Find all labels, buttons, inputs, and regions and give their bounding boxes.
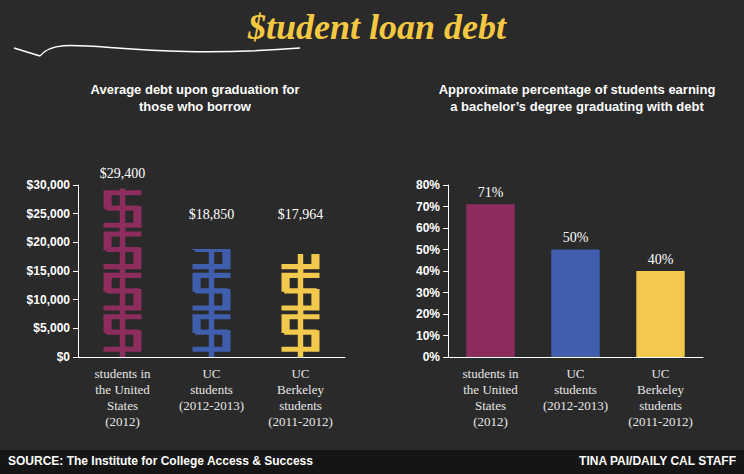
svg-text:$20,000: $20,000 bbox=[27, 235, 71, 249]
svg-text:Berkeley: Berkeley bbox=[637, 382, 684, 397]
svg-text:50%: 50% bbox=[416, 243, 440, 257]
svg-text:TINA PAI/DAILY CAL STAFF: TINA PAI/DAILY CAL STAFF bbox=[579, 454, 736, 468]
svg-text:States: States bbox=[475, 398, 506, 413]
svg-text:$17,964: $17,964 bbox=[278, 207, 324, 222]
svg-text:Berkeley: Berkeley bbox=[277, 382, 324, 397]
svg-text:71%: 71% bbox=[478, 185, 504, 200]
svg-text:students: students bbox=[639, 398, 682, 413]
svg-text:$25,000: $25,000 bbox=[27, 207, 71, 221]
svg-text:States: States bbox=[107, 398, 138, 413]
svg-text:(2012-2013): (2012-2013) bbox=[543, 398, 608, 413]
svg-text:(2012-2013): (2012-2013) bbox=[179, 398, 244, 413]
svg-text:$tudent loan debt: $tudent loan debt bbox=[247, 7, 507, 47]
svg-text:(2012): (2012) bbox=[473, 414, 508, 429]
svg-text:30%: 30% bbox=[416, 286, 440, 300]
svg-text:SOURCE: The Institute for Coll: SOURCE: The Institute for College Access… bbox=[8, 454, 313, 468]
svg-text:(2011-2012): (2011-2012) bbox=[628, 414, 693, 429]
svg-text:60%: 60% bbox=[416, 221, 440, 235]
svg-text:50%: 50% bbox=[563, 230, 589, 245]
svg-text:$30,000: $30,000 bbox=[27, 178, 71, 192]
svg-text:students in: students in bbox=[463, 366, 519, 381]
svg-text:10%: 10% bbox=[416, 329, 440, 343]
svg-text:the United: the United bbox=[95, 382, 150, 397]
svg-text:students in: students in bbox=[95, 366, 151, 381]
svg-text:(2012): (2012) bbox=[105, 414, 140, 429]
svg-text:$18,850: $18,850 bbox=[189, 207, 235, 222]
svg-text:students: students bbox=[190, 382, 233, 397]
svg-text:40%: 40% bbox=[648, 252, 674, 267]
svg-text:UC: UC bbox=[202, 366, 220, 381]
svg-text:$29,400: $29,400 bbox=[100, 166, 146, 181]
svg-text:40%: 40% bbox=[416, 264, 440, 278]
svg-text:$5,000: $5,000 bbox=[33, 321, 70, 335]
svg-text:0%: 0% bbox=[423, 350, 441, 364]
svg-text:UC: UC bbox=[566, 366, 584, 381]
svg-text:80%: 80% bbox=[416, 178, 440, 192]
svg-text:UC: UC bbox=[291, 366, 309, 381]
svg-text:$15,000: $15,000 bbox=[27, 264, 71, 278]
svg-text:students: students bbox=[279, 398, 322, 413]
svg-text:70%: 70% bbox=[416, 200, 440, 214]
svg-text:$0: $0 bbox=[57, 350, 71, 364]
svg-text:(2011-2012): (2011-2012) bbox=[268, 414, 333, 429]
svg-text:a bachelor’s degree graduating: a bachelor’s degree graduating with debt bbox=[450, 99, 704, 114]
svg-text:those who borrow: those who borrow bbox=[139, 99, 252, 114]
svg-text:$10,000: $10,000 bbox=[27, 293, 71, 307]
svg-text:UC: UC bbox=[651, 366, 669, 381]
svg-text:Average debt upon graduation f: Average debt upon graduation for bbox=[91, 82, 300, 97]
svg-text:Approximate percentage of stud: Approximate percentage of students earni… bbox=[439, 82, 716, 97]
svg-text:the United: the United bbox=[463, 382, 518, 397]
svg-text:20%: 20% bbox=[416, 307, 440, 321]
svg-text:students: students bbox=[554, 382, 597, 397]
